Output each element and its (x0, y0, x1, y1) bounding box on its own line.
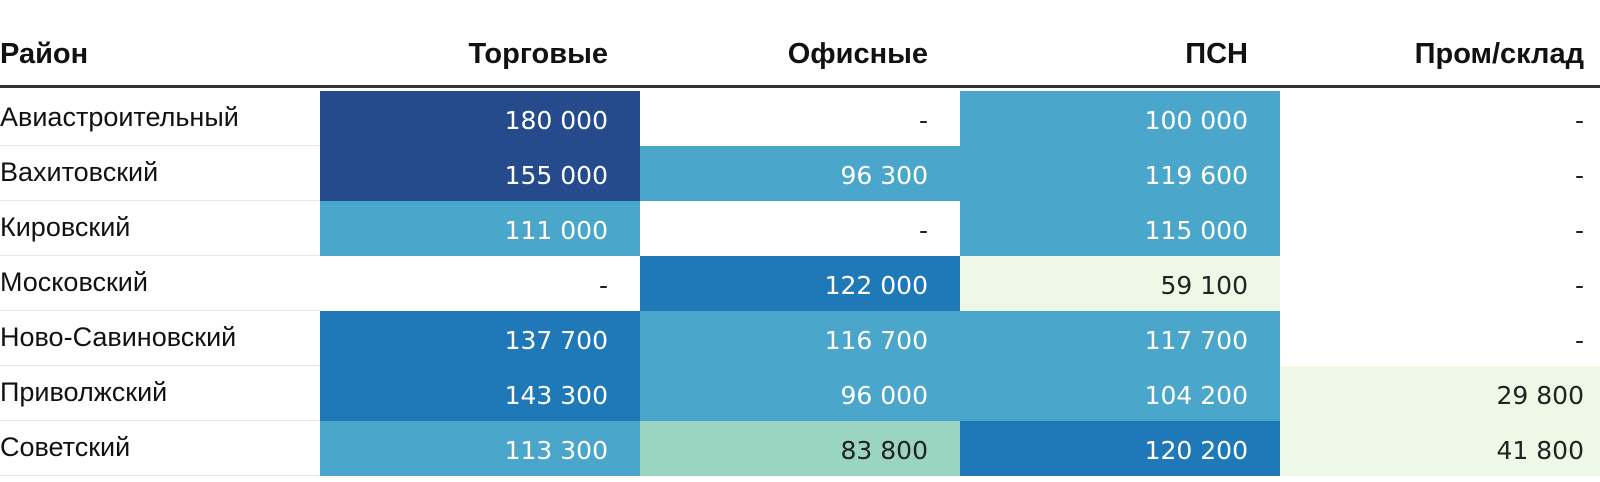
table-row: Приволжский 143 300 96 000 104 200 29 800 (0, 366, 1600, 421)
district-name: Авиастроительный (0, 102, 239, 132)
table-row: Вахитовский 155 000 96 300 119 600- (0, 146, 1600, 201)
header-industrial-warehouse[interactable]: Пром/склад (1414, 38, 1584, 70)
industrial-warehouse-price-cell: 29 800 (1280, 366, 1600, 421)
office-price-cell: 122 000 (640, 256, 960, 311)
industrial-warehouse-price-cell: - (1280, 91, 1600, 146)
district-name: Вахитовский (0, 157, 159, 187)
header-retail[interactable]: Торговые (468, 38, 608, 70)
office-price-cell: 83 800 (640, 421, 960, 476)
office-price-cell: 96 000 (640, 366, 960, 421)
retail-price-cell: 137 700 (320, 311, 640, 366)
retail-price-cell: - (320, 256, 640, 311)
psn-price-cell: 120 200 (960, 421, 1280, 476)
header-office[interactable]: Офисные (787, 38, 928, 70)
psn-price-cell: 59 100 (960, 256, 1280, 311)
district-name: Московский (0, 267, 148, 297)
industrial-warehouse-price-cell: - (1280, 201, 1600, 256)
table-body: Авиастроительный 180 000-100 000- Вахитовс… (0, 91, 1600, 476)
table-row: Авиастроительный 180 000-100 000- (0, 91, 1600, 146)
office-price-cell: 116 700 (640, 311, 960, 366)
district-name: Ново-Савиновский (0, 322, 237, 352)
table-row: Ново-Савиновский 137 700 116 700 117 700- (0, 311, 1600, 366)
office-price-cell: - (640, 91, 960, 146)
retail-price-cell: 180 000 (320, 91, 640, 146)
psn-price-cell: 100 000 (960, 91, 1280, 146)
psn-price-cell: 119 600 (960, 146, 1280, 201)
retail-price-cell: 143 300 (320, 366, 640, 421)
district-name: Приволжский (0, 377, 168, 407)
industrial-warehouse-price-cell: - (1280, 146, 1600, 201)
retail-price-cell: 111 000 (320, 201, 640, 256)
psn-price-cell: 115 000 (960, 201, 1280, 256)
industrial-warehouse-price-cell: - (1280, 256, 1600, 311)
district-name: Кировский (0, 212, 131, 242)
table-row: Московский -122 000 59 100- (0, 256, 1600, 311)
table-row: Кировский 111 000-115 000- (0, 201, 1600, 256)
district-name: Советский (0, 432, 131, 462)
table-row: Советский 113 300 83 800 120 200 41 800 (0, 421, 1600, 476)
industrial-warehouse-price-cell: - (1280, 311, 1600, 366)
retail-price-cell: 155 000 (320, 146, 640, 201)
table-header: Район Торговые Офисные ПСН Пром/склад (0, 0, 1600, 88)
retail-price-cell: 113 300 (320, 421, 640, 476)
psn-price-cell: 104 200 (960, 366, 1280, 421)
header-psn[interactable]: ПСН (1185, 38, 1248, 70)
office-price-cell: 96 300 (640, 146, 960, 201)
office-price-cell: - (640, 201, 960, 256)
psn-price-cell: 117 700 (960, 311, 1280, 366)
industrial-warehouse-price-cell: 41 800 (1280, 421, 1600, 476)
header-district[interactable]: Район (0, 38, 89, 70)
